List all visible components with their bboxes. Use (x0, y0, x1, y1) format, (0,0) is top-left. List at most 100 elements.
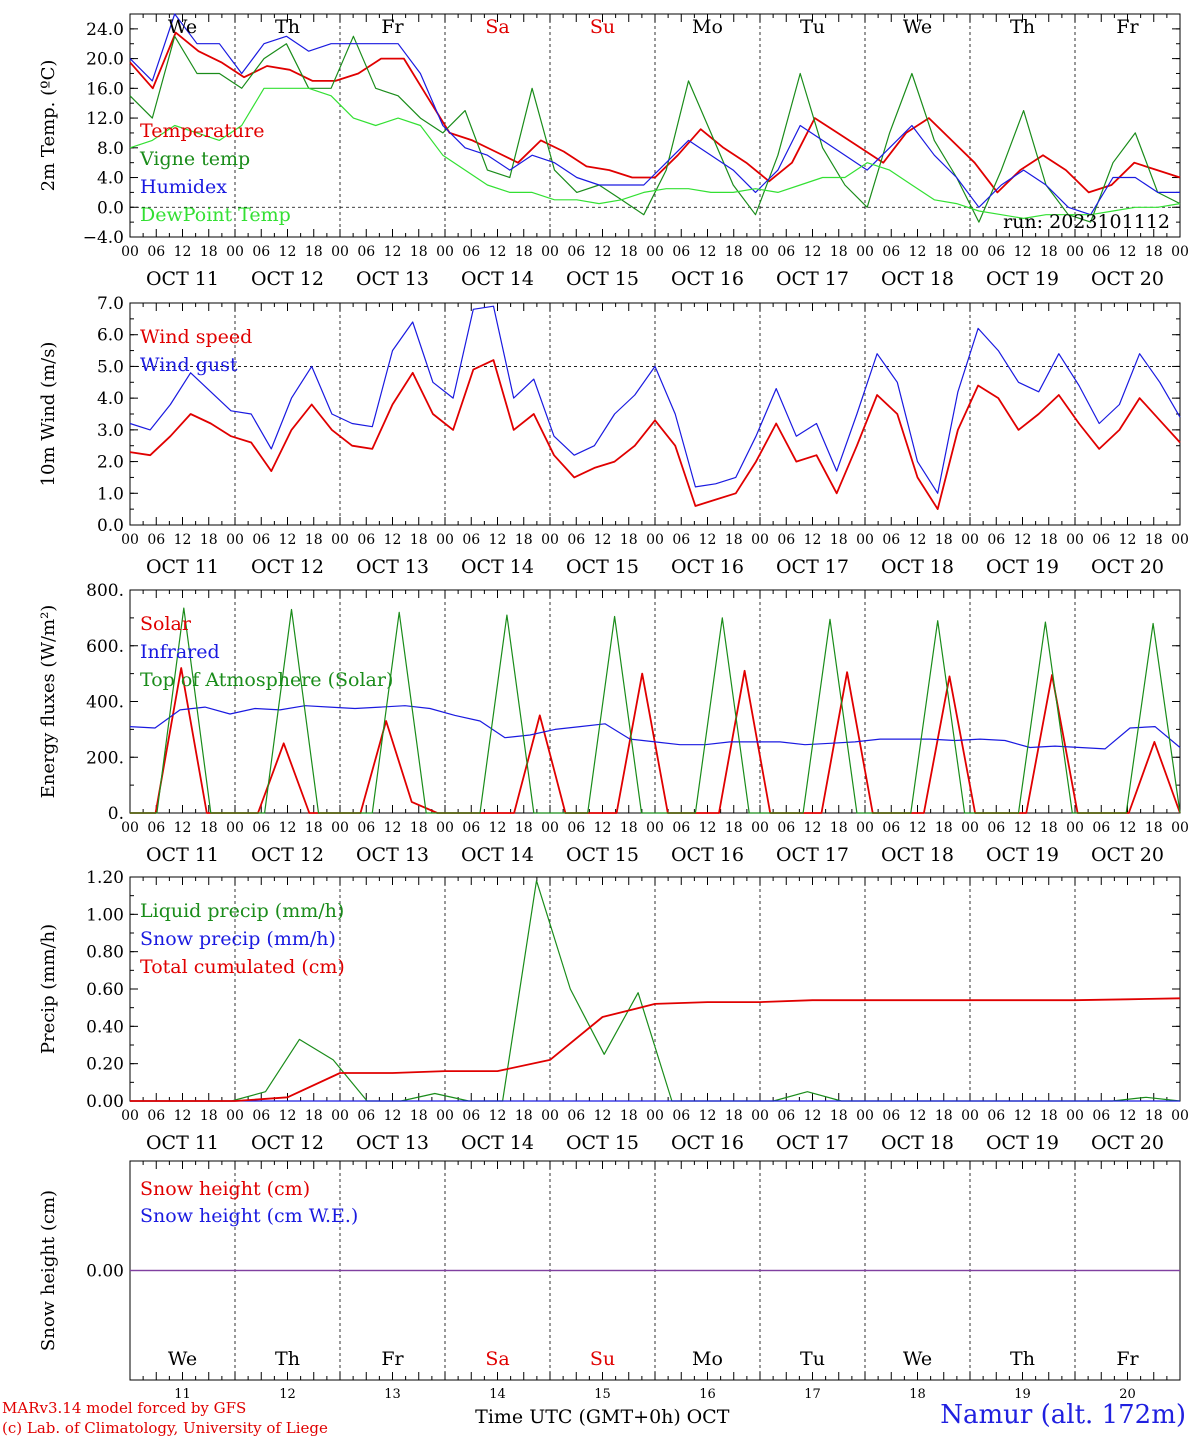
weekday-label: Th (275, 1348, 300, 1370)
hour-label: 00 (436, 1108, 454, 1124)
x-axis-title: Time UTC (GMT+0h) (475, 1406, 681, 1428)
y-tick-label: 5.0 (97, 357, 124, 377)
hour-label: 00 (1066, 820, 1084, 836)
hour-label: 00 (856, 532, 874, 548)
y-tick-label: 1.0 (97, 484, 124, 504)
hour-label: 12 (279, 820, 297, 836)
hour-label: 12 (594, 244, 612, 260)
y-tick-label: 4.0 (97, 389, 124, 409)
hour-label: 06 (777, 532, 795, 548)
legend-entry: Wind gust (140, 354, 238, 376)
date-label: OCT 12 (251, 1132, 324, 1154)
hour-label: 06 (672, 820, 690, 836)
hour-label: 18 (410, 1108, 428, 1124)
hour-label: 06 (672, 532, 690, 548)
footer-lab-credit: (c) Lab. of Climatology, University of L… (2, 1419, 328, 1437)
y-tick-label: 0.00 (86, 1092, 124, 1112)
weekday-label: Fr (381, 16, 404, 38)
day-number-label: 13 (384, 1387, 401, 1402)
panel-frame (129, 589, 1181, 814)
y-tick-label: 12.0 (86, 109, 124, 129)
hour-label: 06 (567, 532, 585, 548)
hour-label: 06 (252, 532, 270, 548)
date-label: OCT 14 (461, 844, 534, 866)
y-tick-label: 16.0 (86, 79, 124, 99)
hour-label: 12 (384, 244, 402, 260)
hour-label: 00 (856, 244, 874, 260)
hour-label: 06 (777, 244, 795, 260)
legend-entry: Wind speed (140, 326, 252, 348)
hour-label: 12 (489, 820, 507, 836)
hour-label: 06 (987, 820, 1005, 836)
day-number-label: 15 (594, 1387, 611, 1402)
hour-label: 00 (121, 820, 139, 836)
hour-label: 12 (489, 1108, 507, 1124)
series-line-1-3 (129, 13, 1180, 216)
hour-label: 18 (515, 244, 533, 260)
weekday-label: Fr (381, 1348, 404, 1370)
hour-label: 18 (1040, 1108, 1058, 1124)
hour-label: 06 (462, 820, 480, 836)
y-tick-label: 1.20 (86, 868, 124, 888)
hour-label: 12 (699, 244, 717, 260)
hour-label: 18 (725, 1108, 743, 1124)
y-tick-label: 0.80 (86, 943, 124, 963)
weekday-label: Fr (1116, 1348, 1139, 1370)
hour-label: 00 (541, 532, 559, 548)
legend-entry: Vigne temp (139, 148, 250, 170)
weekday-label: Th (1010, 16, 1035, 38)
hour-label: 12 (1014, 1108, 1032, 1124)
weekday-label: We (903, 1348, 932, 1370)
hour-label: 12 (384, 1108, 402, 1124)
hour-label: 00 (1171, 820, 1189, 836)
run-label: run: 2023101112 (1003, 211, 1170, 233)
hour-label: 12 (279, 244, 297, 260)
y-axis-title: Precip (mm/h) (38, 924, 59, 1054)
hour-label: 18 (725, 820, 743, 836)
hour-label: 12 (804, 244, 822, 260)
hour-label: 00 (646, 1108, 664, 1124)
hour-label: 18 (1145, 532, 1163, 548)
date-label: OCT 15 (566, 1132, 639, 1154)
hour-label: 00 (961, 1108, 979, 1124)
hour-label: 18 (410, 532, 428, 548)
y-tick-label: 800. (86, 581, 124, 601)
y-tick-label: 0.60 (86, 980, 124, 1000)
series-line-2-2 (129, 305, 1181, 494)
hour-label: 12 (909, 532, 927, 548)
weekday-label: Tu (800, 16, 825, 38)
hour-label: 18 (620, 244, 638, 260)
y-tick-label: 600. (86, 637, 124, 657)
series-line-3-3 (130, 607, 1181, 814)
hour-label: 18 (515, 532, 533, 548)
date-label: OCT 18 (881, 556, 954, 578)
hour-label: 18 (1040, 820, 1058, 836)
hour-label: 18 (935, 532, 953, 548)
date-label: OCT 18 (881, 1132, 954, 1154)
date-label: OCT 19 (986, 844, 1059, 866)
hour-label: 06 (462, 532, 480, 548)
date-label: OCT 16 (671, 268, 744, 290)
date-label: OCT 20 (1091, 556, 1164, 578)
series-line-4-3 (130, 997, 1181, 1102)
hour-label: 12 (174, 532, 192, 548)
date-label: OCT 12 (251, 556, 324, 578)
weekday-label: Mo (692, 1348, 723, 1370)
y-axis-title: 10m Wind (m/s) (38, 342, 59, 487)
hour-label: 00 (1066, 532, 1084, 548)
series-line-3-2 (129, 705, 1181, 750)
legend-entry: Solar (140, 613, 192, 635)
hour-label: 12 (384, 820, 402, 836)
y-tick-label: 24.0 (86, 20, 124, 40)
hour-label: 06 (357, 532, 375, 548)
panel-1 (129, 13, 1181, 238)
hour-label: 06 (252, 820, 270, 836)
hour-label: 00 (226, 244, 244, 260)
hour-label: 00 (751, 532, 769, 548)
hour-label: 12 (909, 820, 927, 836)
hour-label: 00 (436, 532, 454, 548)
date-label: OCT 12 (251, 268, 324, 290)
y-tick-label: 2.0 (97, 453, 124, 473)
month-label: OCT (687, 1406, 730, 1428)
